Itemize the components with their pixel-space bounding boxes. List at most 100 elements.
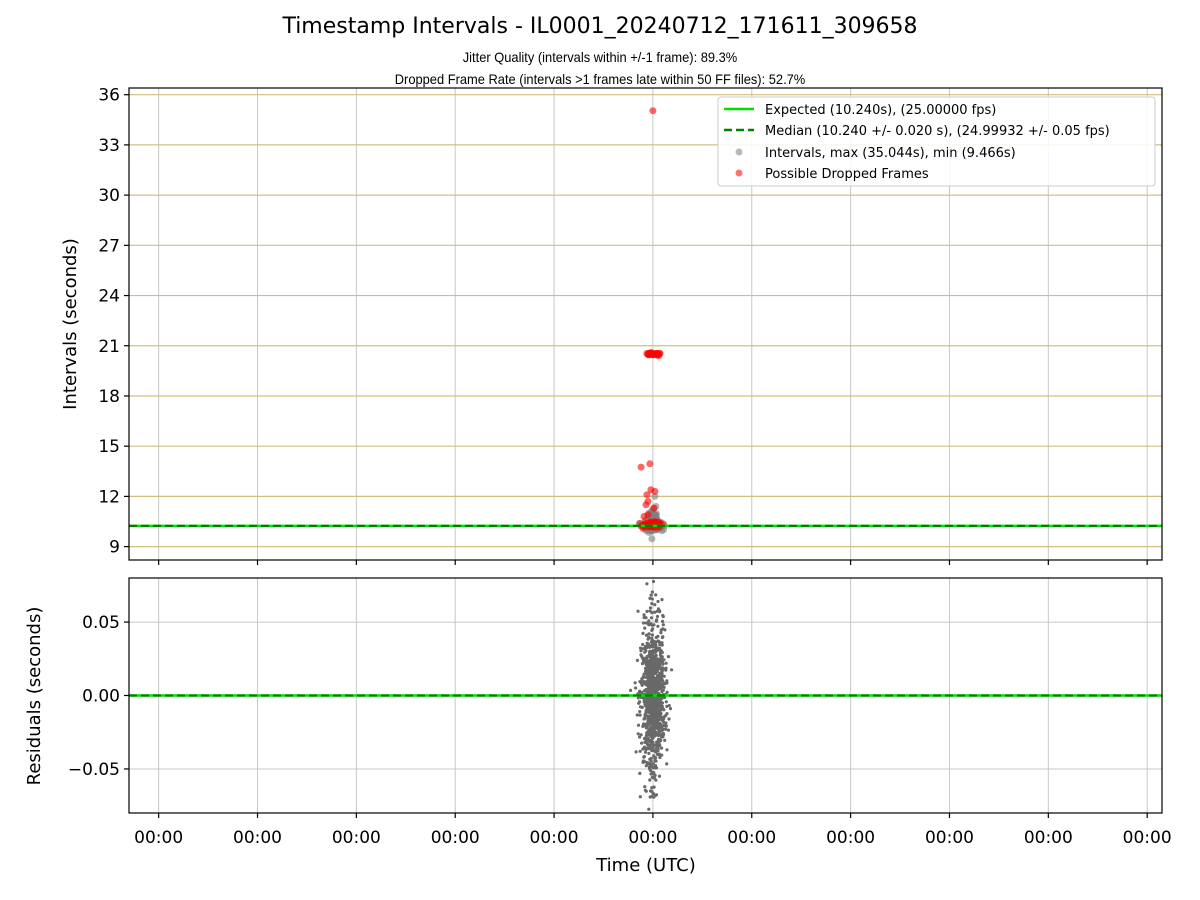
residual-point-983 [652, 623, 656, 627]
residual-point-699 [644, 621, 649, 625]
residual-point-862 [644, 723, 648, 727]
residual-point-1011 [653, 764, 658, 768]
residual-point-951 [645, 709, 649, 713]
top-plot-x-ticks [158, 560, 1148, 565]
residual-point-960 [647, 710, 652, 714]
residual-point-890 [644, 733, 649, 737]
residual-point-1050 [648, 767, 652, 771]
residual-point-1037 [654, 666, 658, 670]
residual-point-861 [648, 738, 653, 743]
residual-point-562 [658, 743, 662, 747]
residual-point-1014 [649, 683, 653, 687]
residual-point-376 [638, 646, 643, 650]
residual-point-957 [647, 751, 651, 756]
residual-point-1025 [658, 609, 662, 613]
residual-point-980 [638, 795, 642, 799]
residual-point-1029 [659, 631, 663, 635]
residual-point-208 [641, 747, 645, 751]
residual-point-633 [649, 616, 654, 620]
legend-intervals-label: Intervals, max (35.044s), min (9.466s) [765, 146, 1016, 161]
residual-point-329 [641, 675, 646, 679]
residual-point-1038 [650, 643, 654, 647]
residual-point-473 [660, 641, 664, 645]
residual-point-901 [647, 619, 651, 623]
residual-point-667 [667, 704, 671, 708]
residual-point-1032 [651, 579, 656, 584]
residual-point-984 [648, 659, 652, 664]
residual-point-1035 [644, 726, 648, 730]
residual-point-852 [651, 723, 655, 728]
residual-point-704 [642, 717, 646, 721]
residual-point-482 [666, 655, 671, 659]
residual-point-828 [644, 663, 649, 667]
residual-point-998 [647, 807, 651, 811]
x-tick-label-9: 00:00 [1024, 828, 1073, 848]
residual-point-345 [639, 649, 643, 653]
residual-point-911 [651, 762, 655, 766]
residual-point-1047 [654, 756, 658, 760]
residual-point-558 [643, 785, 647, 789]
residual-point-218 [640, 741, 644, 745]
top-point-red-143 [650, 504, 658, 512]
residual-point-935 [642, 615, 646, 620]
residual-point-523 [651, 727, 655, 732]
residual-point-895 [664, 666, 668, 670]
top-ytick-label-9: 36 [98, 86, 120, 106]
residual-point-967 [647, 662, 651, 667]
residual-point-843 [656, 684, 660, 689]
residual-point-300 [664, 661, 668, 665]
residual-point-1033 [650, 611, 654, 615]
residual-point-837 [653, 610, 657, 614]
residual-point-915 [653, 603, 657, 607]
residual-point-1005 [655, 690, 659, 694]
residual-point-705 [642, 700, 646, 704]
residual-point-845 [643, 702, 647, 707]
residual-ytick-label-0: −0.05 [68, 760, 120, 780]
top-plot-y-label: Intervals (seconds) [60, 238, 81, 410]
residual-point-812 [661, 662, 665, 666]
legend-median-label: Median (10.240 +/- 0.020 s), (24.99932 +… [765, 124, 1110, 139]
residual-point-900 [646, 701, 650, 706]
residual-plot-y-label: Residuals (seconds) [24, 607, 45, 786]
residual-point-993 [661, 613, 665, 618]
residual-point-1043 [650, 597, 654, 601]
legend-intervals-swatch [735, 148, 743, 156]
residual-point-923 [636, 609, 640, 613]
legend: Expected (10.240s), (25.00000 fps) Media… [717, 96, 1156, 187]
residual-point-455 [642, 755, 646, 759]
residual-point-357 [656, 624, 660, 628]
residual-point-1036 [650, 708, 654, 712]
x-tick-label-3: 00:00 [431, 828, 480, 848]
residual-point-977 [646, 743, 650, 747]
residual-point-797 [656, 599, 660, 604]
residual-point-963 [649, 593, 653, 597]
residual-point-688 [639, 733, 643, 737]
residual-point-750 [659, 683, 663, 687]
residual-point-706 [660, 746, 664, 750]
residual-point-712 [651, 649, 655, 653]
top-ytick-label-8: 33 [98, 136, 120, 156]
top-point-red-136 [655, 352, 663, 360]
residual-point-908 [649, 772, 653, 776]
residual-point-1001 [654, 619, 658, 623]
residual-point-876 [660, 643, 664, 647]
residual-point-807 [646, 667, 650, 671]
residual-point-995 [654, 593, 658, 597]
residual-point-1041 [641, 759, 646, 763]
residual-point-613 [653, 743, 658, 747]
residual-point-925 [654, 650, 658, 654]
residual-point-810 [655, 701, 659, 705]
top-point-red-139 [643, 491, 651, 499]
top-ytick-label-2: 15 [98, 437, 120, 457]
residual-point-974 [650, 795, 654, 799]
residual-point-573 [634, 750, 638, 754]
residual-point-991 [655, 647, 660, 651]
residual-point-210 [665, 690, 669, 695]
residual-point-973 [651, 741, 655, 745]
residual-point-875 [636, 723, 641, 727]
residual-point-726 [665, 704, 669, 709]
x-tick-label-6: 00:00 [727, 828, 776, 848]
residual-point-1021 [653, 670, 657, 674]
residual-point-906 [651, 736, 655, 740]
residual-point-415 [659, 723, 663, 727]
